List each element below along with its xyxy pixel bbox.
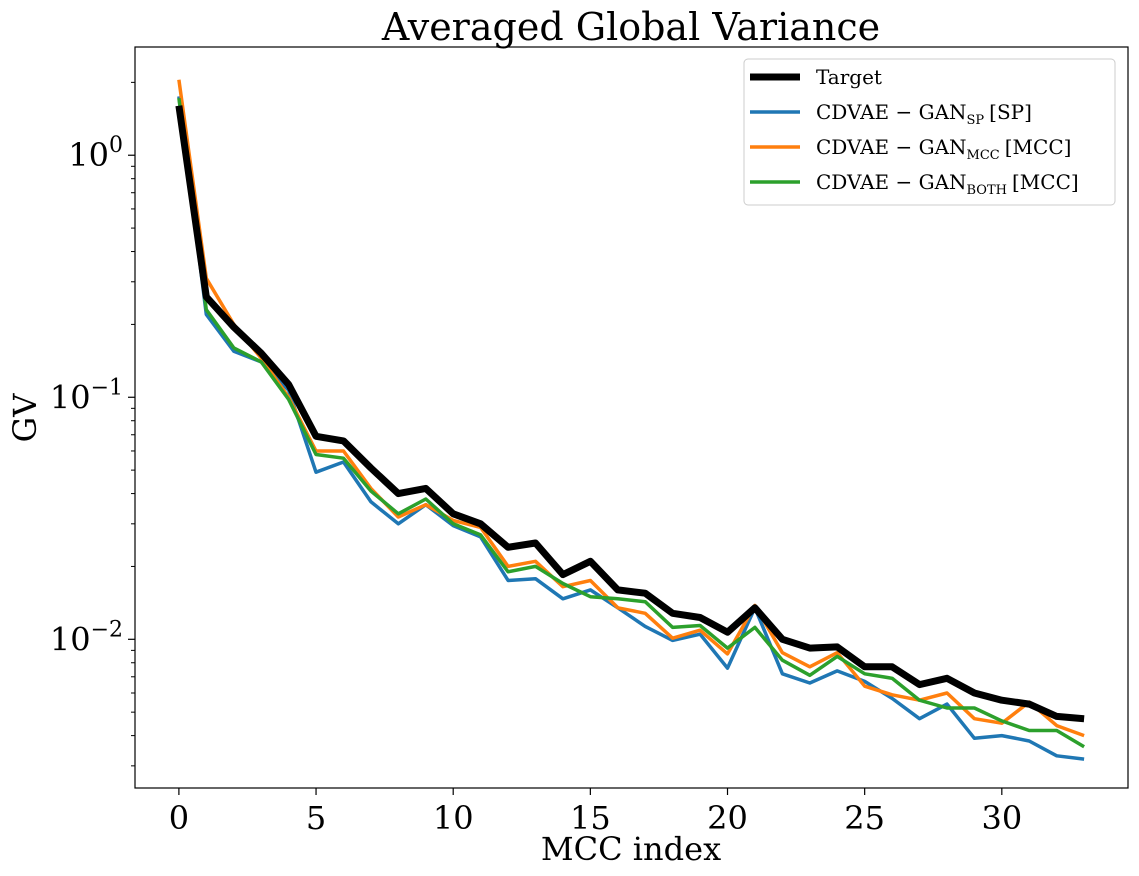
y-tick-label: 10−2	[50, 617, 123, 658]
x-tick-label: 20	[707, 799, 748, 837]
y-axis-ticks: 100 10−1 10−2	[50, 81, 135, 767]
series-line	[177, 79, 1085, 738]
series-line	[177, 97, 1085, 749]
series-line	[177, 96, 1085, 761]
y-tick-label: 100	[68, 133, 123, 174]
legend: Target CDVAE − GANSP [SP] CDVAE − GANMCC [MC…	[743, 58, 1116, 206]
legend-label: CDVAE − GANMCC [MCC]	[816, 135, 1071, 163]
legend-label: CDVAE − GANBOTH [MCC]	[816, 170, 1079, 198]
x-tick-label: 15	[570, 799, 611, 837]
x-tick-label: 0	[169, 799, 189, 837]
legend-box	[743, 58, 1116, 206]
legend-label: CDVAE − GANSP [SP]	[816, 100, 1032, 128]
chart-title: Averaged Global Variance	[381, 5, 880, 49]
x-tick-label: 30	[981, 799, 1022, 837]
y-axis-label: GV	[6, 393, 44, 443]
x-tick-label: 25	[844, 799, 885, 837]
x-axis-ticks: 0 5 10 15 20 25 30	[169, 788, 1022, 837]
legend-label: Target	[816, 65, 882, 89]
plot-frame	[134, 46, 1129, 789]
series-line	[175, 105, 1085, 723]
x-tick-label: 5	[306, 799, 326, 837]
y-tick-label: 10−1	[50, 375, 123, 416]
x-tick-label: 10	[433, 799, 474, 837]
x-axis-label: MCC index	[541, 830, 721, 868]
plot-lines	[175, 79, 1085, 761]
